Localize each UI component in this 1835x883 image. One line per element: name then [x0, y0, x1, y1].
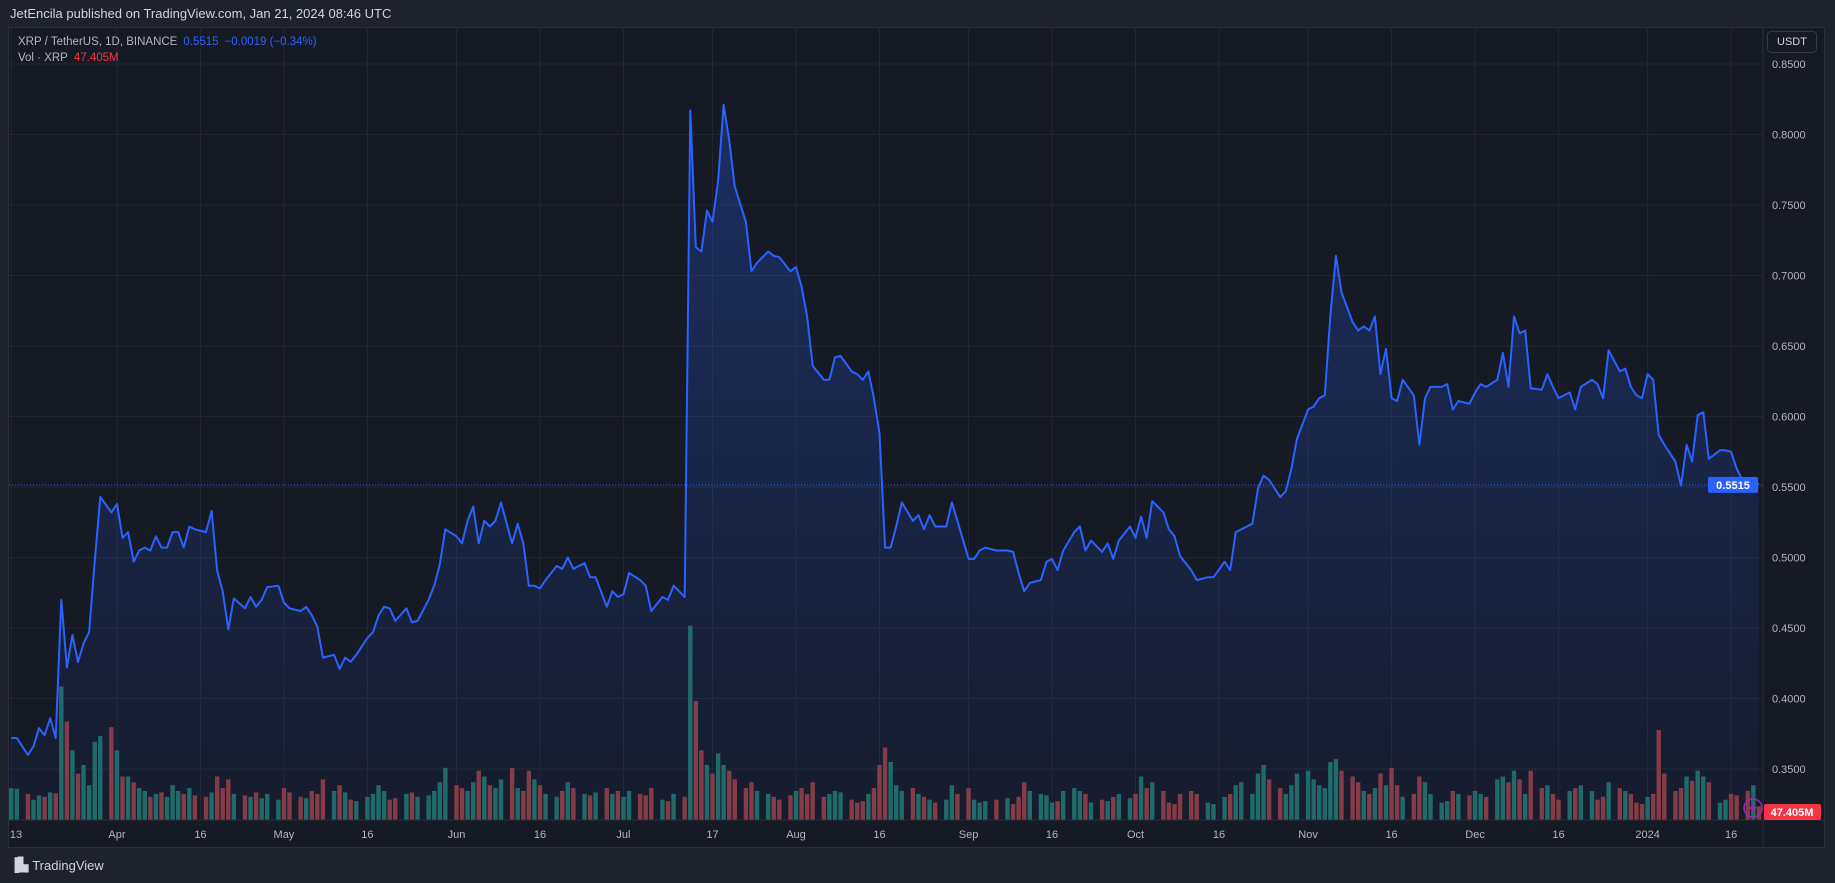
time-tick-label: Nov [1298, 829, 1318, 841]
price-tick-label: 0.7500 [1772, 200, 1806, 212]
time-axis[interactable]: 13 Apr 16 May 16 Jun 16 Jul 17 Aug 16 Sep 16 Oct 16 Nov… [10, 829, 1737, 841]
time-tick-label: 16 [1725, 829, 1737, 841]
time-tick-label: 16 [194, 829, 206, 841]
symbol-legend-row: XRP / TetherUS, 1D, BINANCE 0.5515 −0.0019… [18, 34, 317, 50]
time-tick-label: May [274, 829, 295, 841]
time-tick-label: Sep [959, 829, 979, 841]
chart-legend: XRP / TetherUS, 1D, BINANCE 0.5515 −0.0019… [18, 34, 317, 66]
footer-logo-text: TradingView [32, 857, 104, 873]
price-tick-label: 0.7000 [1772, 271, 1806, 283]
time-tick-label: Aug [786, 829, 806, 841]
price-tick-label: 0.6500 [1772, 341, 1806, 353]
price-tick-label: 0.4500 [1772, 623, 1806, 635]
price-area-fill [11, 104, 1759, 820]
price-axis[interactable]: 0.8500 0.8000 0.7500 0.7000 0.6500 0.6000 0.55… [1772, 59, 1806, 776]
price-tick-label: 0.5500 [1772, 482, 1806, 494]
time-tick-label: 2024 [1635, 829, 1659, 841]
symbol-title[interactable]: XRP / TetherUS, 1D, BINANCE [18, 36, 178, 48]
currency-button[interactable]: USDT [1767, 31, 1817, 53]
time-tick-label: 16 [1385, 829, 1397, 841]
time-tick-label: Jun [448, 829, 466, 841]
tradingview-logo-icon: ▐▙ [10, 857, 28, 872]
last-price-label: 0.5515 [1716, 480, 1750, 492]
price-tick-label: 0.5000 [1772, 553, 1806, 565]
price-tick-label: 0.4000 [1772, 694, 1806, 706]
time-tick-label: 16 [1046, 829, 1058, 841]
lightning-icon[interactable] [1743, 798, 1763, 818]
volume-bar [1756, 806, 1762, 820]
price-line [11, 103, 1760, 756]
volume-legend-row: Vol · XRP 47.405M [18, 50, 317, 66]
volume-title[interactable]: Vol · XRP [18, 52, 68, 64]
volume-tag: 47.405M [1764, 804, 1821, 820]
time-tick-label: 13 [10, 829, 22, 841]
footer-branding[interactable]: ▐▙ TradingView [10, 857, 104, 873]
last-volume-label: 47.405M [1771, 807, 1814, 819]
price-tick-label: 0.8500 [1772, 59, 1806, 71]
time-tick-label: 16 [361, 829, 373, 841]
time-tick-label: Apr [108, 829, 125, 841]
publisher-caption: JetEncila published on TradingView.com, … [10, 6, 392, 21]
last-price-tag: 0.5515 [1708, 476, 1758, 493]
time-tick-label: 16 [873, 829, 885, 841]
time-tick-label: 16 [534, 829, 546, 841]
price-tick-label: 0.6000 [1772, 412, 1806, 424]
time-tick-label: Jul [616, 829, 630, 841]
volume-value: 47.405M [73, 52, 119, 64]
time-tick-label: Oct [1127, 829, 1144, 841]
last-price-value: 0.5515 [183, 36, 219, 48]
time-tick-label: 17 [706, 829, 718, 841]
price-change-value: −0.0019 (−0.34%) [224, 36, 317, 48]
time-tick-label: 16 [1552, 829, 1564, 841]
time-tick-label: 16 [1213, 829, 1225, 841]
price-tick-label: 0.3500 [1772, 764, 1806, 776]
time-tick-label: Dec [1465, 829, 1485, 841]
price-tick-label: 0.8000 [1772, 130, 1806, 142]
